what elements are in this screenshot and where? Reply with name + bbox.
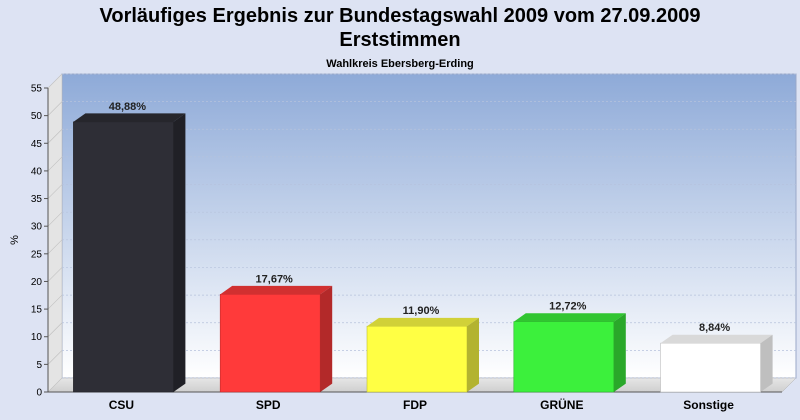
y-axis-label: % xyxy=(9,235,21,245)
bar-front xyxy=(219,294,321,393)
chart-title-line-2: Erststimmen xyxy=(339,29,461,51)
data-label-spd: 17,67% xyxy=(256,273,294,285)
bar-side xyxy=(760,334,773,392)
y-tick-label: 35 xyxy=(31,194,43,205)
grid-line-wall xyxy=(47,267,63,282)
grid-line-wall xyxy=(47,294,63,310)
bar-top xyxy=(220,285,333,295)
bar-side xyxy=(320,285,333,392)
y-tick-label: 20 xyxy=(31,277,43,288)
grid-line-wall xyxy=(47,184,63,199)
category-label-sonstige: Sonstige xyxy=(683,398,734,412)
chart-subtitle: Wahlkreis Ebersberg-Erding xyxy=(326,58,474,70)
grid-line-wall xyxy=(47,101,63,116)
category-label-csu: CSU xyxy=(109,398,134,412)
x-axis-categories: CSU SPD FDP GRÜNE Sonstige xyxy=(109,397,735,412)
y-tick-label: 25 xyxy=(31,249,43,260)
chart-header: Vorläufiges Ergebnis zur Bundestagswahl … xyxy=(0,0,800,72)
grid-line-wall xyxy=(47,129,63,144)
plot-left-wall xyxy=(47,73,63,393)
chart-title: Vorläufiges Ergebnis zur Bundestagswahl … xyxy=(99,5,701,27)
data-label-csu: 48,88% xyxy=(109,101,147,113)
category-label-spd: SPD xyxy=(256,398,281,412)
bar-csu xyxy=(73,113,186,393)
bar-spd xyxy=(219,285,333,393)
bar-sonstige xyxy=(660,334,773,393)
bar-front xyxy=(660,342,761,393)
bar-front xyxy=(513,321,615,393)
y-tick-label: 55 xyxy=(31,84,43,95)
y-tick-label: 40 xyxy=(31,166,43,177)
data-labels: 48,88% 17,67% 11,90% 12,72% 8,84% xyxy=(109,101,731,334)
bar-grüne xyxy=(513,313,626,393)
data-label-grüne: 12,72% xyxy=(549,301,587,313)
data-label-fdp: 11,90% xyxy=(403,305,440,317)
grid-line-wall xyxy=(47,156,63,172)
bar-fdp xyxy=(366,317,479,393)
y-tick-label: 15 xyxy=(31,305,43,316)
bar-side xyxy=(467,317,479,392)
y-tick-label: 10 xyxy=(31,332,43,343)
bar-side xyxy=(613,313,626,392)
grid-lines xyxy=(47,73,796,393)
bar-front xyxy=(73,121,174,393)
grid-line-wall xyxy=(47,239,63,255)
bar-top xyxy=(513,313,626,322)
y-tick-label: 0 xyxy=(36,388,42,399)
y-tick-label: 50 xyxy=(31,111,43,122)
bar-top xyxy=(367,317,479,327)
grid-line-wall xyxy=(47,73,63,89)
bars xyxy=(73,113,773,393)
bar-front xyxy=(366,325,468,393)
category-label-grüne: GRÜNE xyxy=(540,397,583,412)
category-label-fdp: FDP xyxy=(403,398,427,412)
bar-top xyxy=(660,334,773,344)
grid-line-wall xyxy=(47,211,63,227)
bar-top xyxy=(73,113,186,122)
bar-side xyxy=(173,113,186,392)
grid-line-wall xyxy=(47,377,63,393)
data-label-sonstige: 8,84% xyxy=(699,322,730,334)
y-tick-label: 30 xyxy=(31,222,43,233)
y-tick-label: 5 xyxy=(36,360,42,371)
grid-line-wall xyxy=(47,350,63,365)
grid-line-wall xyxy=(47,322,63,337)
y-tick-label: 45 xyxy=(31,139,43,150)
